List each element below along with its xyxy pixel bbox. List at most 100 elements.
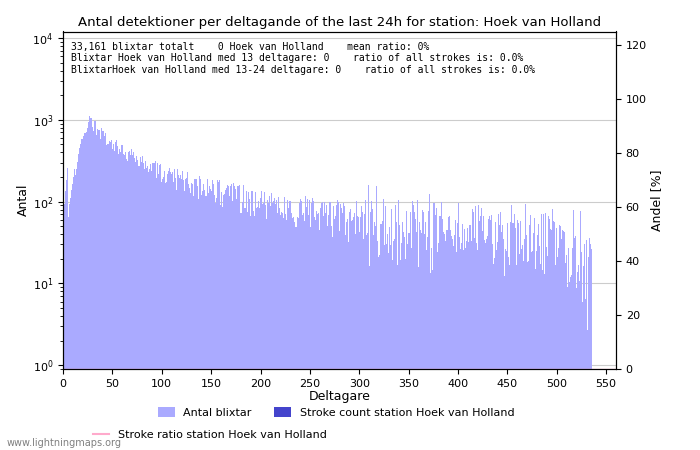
Bar: [369, 266, 370, 450]
Bar: [74, 169, 76, 450]
Bar: [475, 206, 476, 450]
Bar: [66, 180, 67, 450]
Bar: [521, 249, 522, 450]
Bar: [588, 257, 589, 450]
Bar: [379, 255, 381, 450]
Bar: [312, 198, 314, 450]
Bar: [545, 213, 547, 450]
Bar: [441, 202, 442, 450]
Bar: [339, 231, 340, 450]
Bar: [435, 216, 436, 450]
Bar: [246, 190, 247, 450]
Bar: [108, 144, 109, 450]
Bar: [302, 215, 304, 450]
Bar: [209, 189, 211, 450]
Bar: [220, 189, 221, 450]
Bar: [283, 218, 284, 450]
Bar: [85, 133, 86, 450]
Bar: [300, 199, 302, 450]
Bar: [423, 212, 424, 450]
Bar: [497, 242, 498, 450]
Bar: [573, 211, 574, 450]
Bar: [338, 202, 339, 450]
Bar: [95, 122, 96, 450]
Bar: [169, 168, 170, 450]
Bar: [343, 203, 344, 450]
Bar: [208, 193, 209, 450]
Bar: [96, 135, 97, 450]
Bar: [582, 302, 583, 450]
Bar: [409, 233, 410, 450]
Bar: [287, 200, 288, 450]
Bar: [196, 179, 197, 450]
Bar: [512, 223, 513, 450]
Bar: [234, 186, 235, 450]
Bar: [348, 243, 349, 450]
Bar: [244, 208, 245, 450]
Bar: [64, 204, 66, 450]
Bar: [182, 171, 183, 450]
Bar: [528, 225, 530, 450]
Bar: [190, 193, 191, 450]
Bar: [535, 269, 536, 450]
Bar: [387, 234, 388, 450]
Bar: [264, 192, 265, 450]
Bar: [427, 237, 428, 450]
Bar: [111, 140, 112, 450]
Bar: [547, 256, 548, 450]
Bar: [329, 202, 330, 450]
Bar: [444, 241, 446, 450]
Bar: [438, 243, 439, 450]
Bar: [407, 244, 408, 450]
Bar: [106, 145, 107, 450]
Bar: [214, 195, 215, 450]
Bar: [349, 212, 350, 450]
Bar: [266, 219, 267, 450]
Bar: [318, 213, 319, 450]
Bar: [424, 234, 425, 450]
Bar: [336, 205, 337, 450]
Bar: [281, 213, 283, 450]
Bar: [322, 202, 323, 450]
Bar: [577, 272, 578, 450]
Bar: [391, 209, 392, 450]
Bar: [272, 203, 273, 450]
Bar: [420, 230, 421, 450]
Bar: [251, 191, 252, 450]
Bar: [176, 190, 177, 450]
Bar: [382, 220, 384, 450]
Bar: [240, 213, 241, 450]
Bar: [584, 244, 585, 450]
Bar: [328, 215, 329, 450]
Bar: [335, 216, 336, 450]
Bar: [449, 230, 451, 450]
Bar: [452, 239, 453, 450]
Bar: [121, 145, 122, 450]
Bar: [93, 131, 94, 450]
Bar: [561, 239, 562, 450]
Bar: [232, 201, 233, 450]
Bar: [254, 216, 255, 450]
Bar: [355, 234, 356, 450]
Bar: [434, 203, 435, 450]
Bar: [531, 251, 533, 450]
Bar: [346, 222, 347, 450]
Bar: [587, 330, 588, 450]
Bar: [319, 230, 320, 450]
Bar: [395, 205, 396, 450]
Bar: [91, 117, 92, 450]
Bar: [324, 202, 326, 450]
Bar: [425, 222, 426, 450]
Bar: [321, 203, 322, 450]
Bar: [510, 222, 511, 450]
Bar: [171, 174, 172, 450]
Bar: [508, 257, 509, 450]
Bar: [464, 229, 466, 450]
Bar: [454, 220, 456, 450]
Bar: [191, 183, 192, 450]
Bar: [166, 182, 167, 450]
Bar: [368, 185, 369, 450]
Bar: [471, 241, 472, 450]
Bar: [247, 212, 248, 450]
Bar: [261, 191, 262, 450]
